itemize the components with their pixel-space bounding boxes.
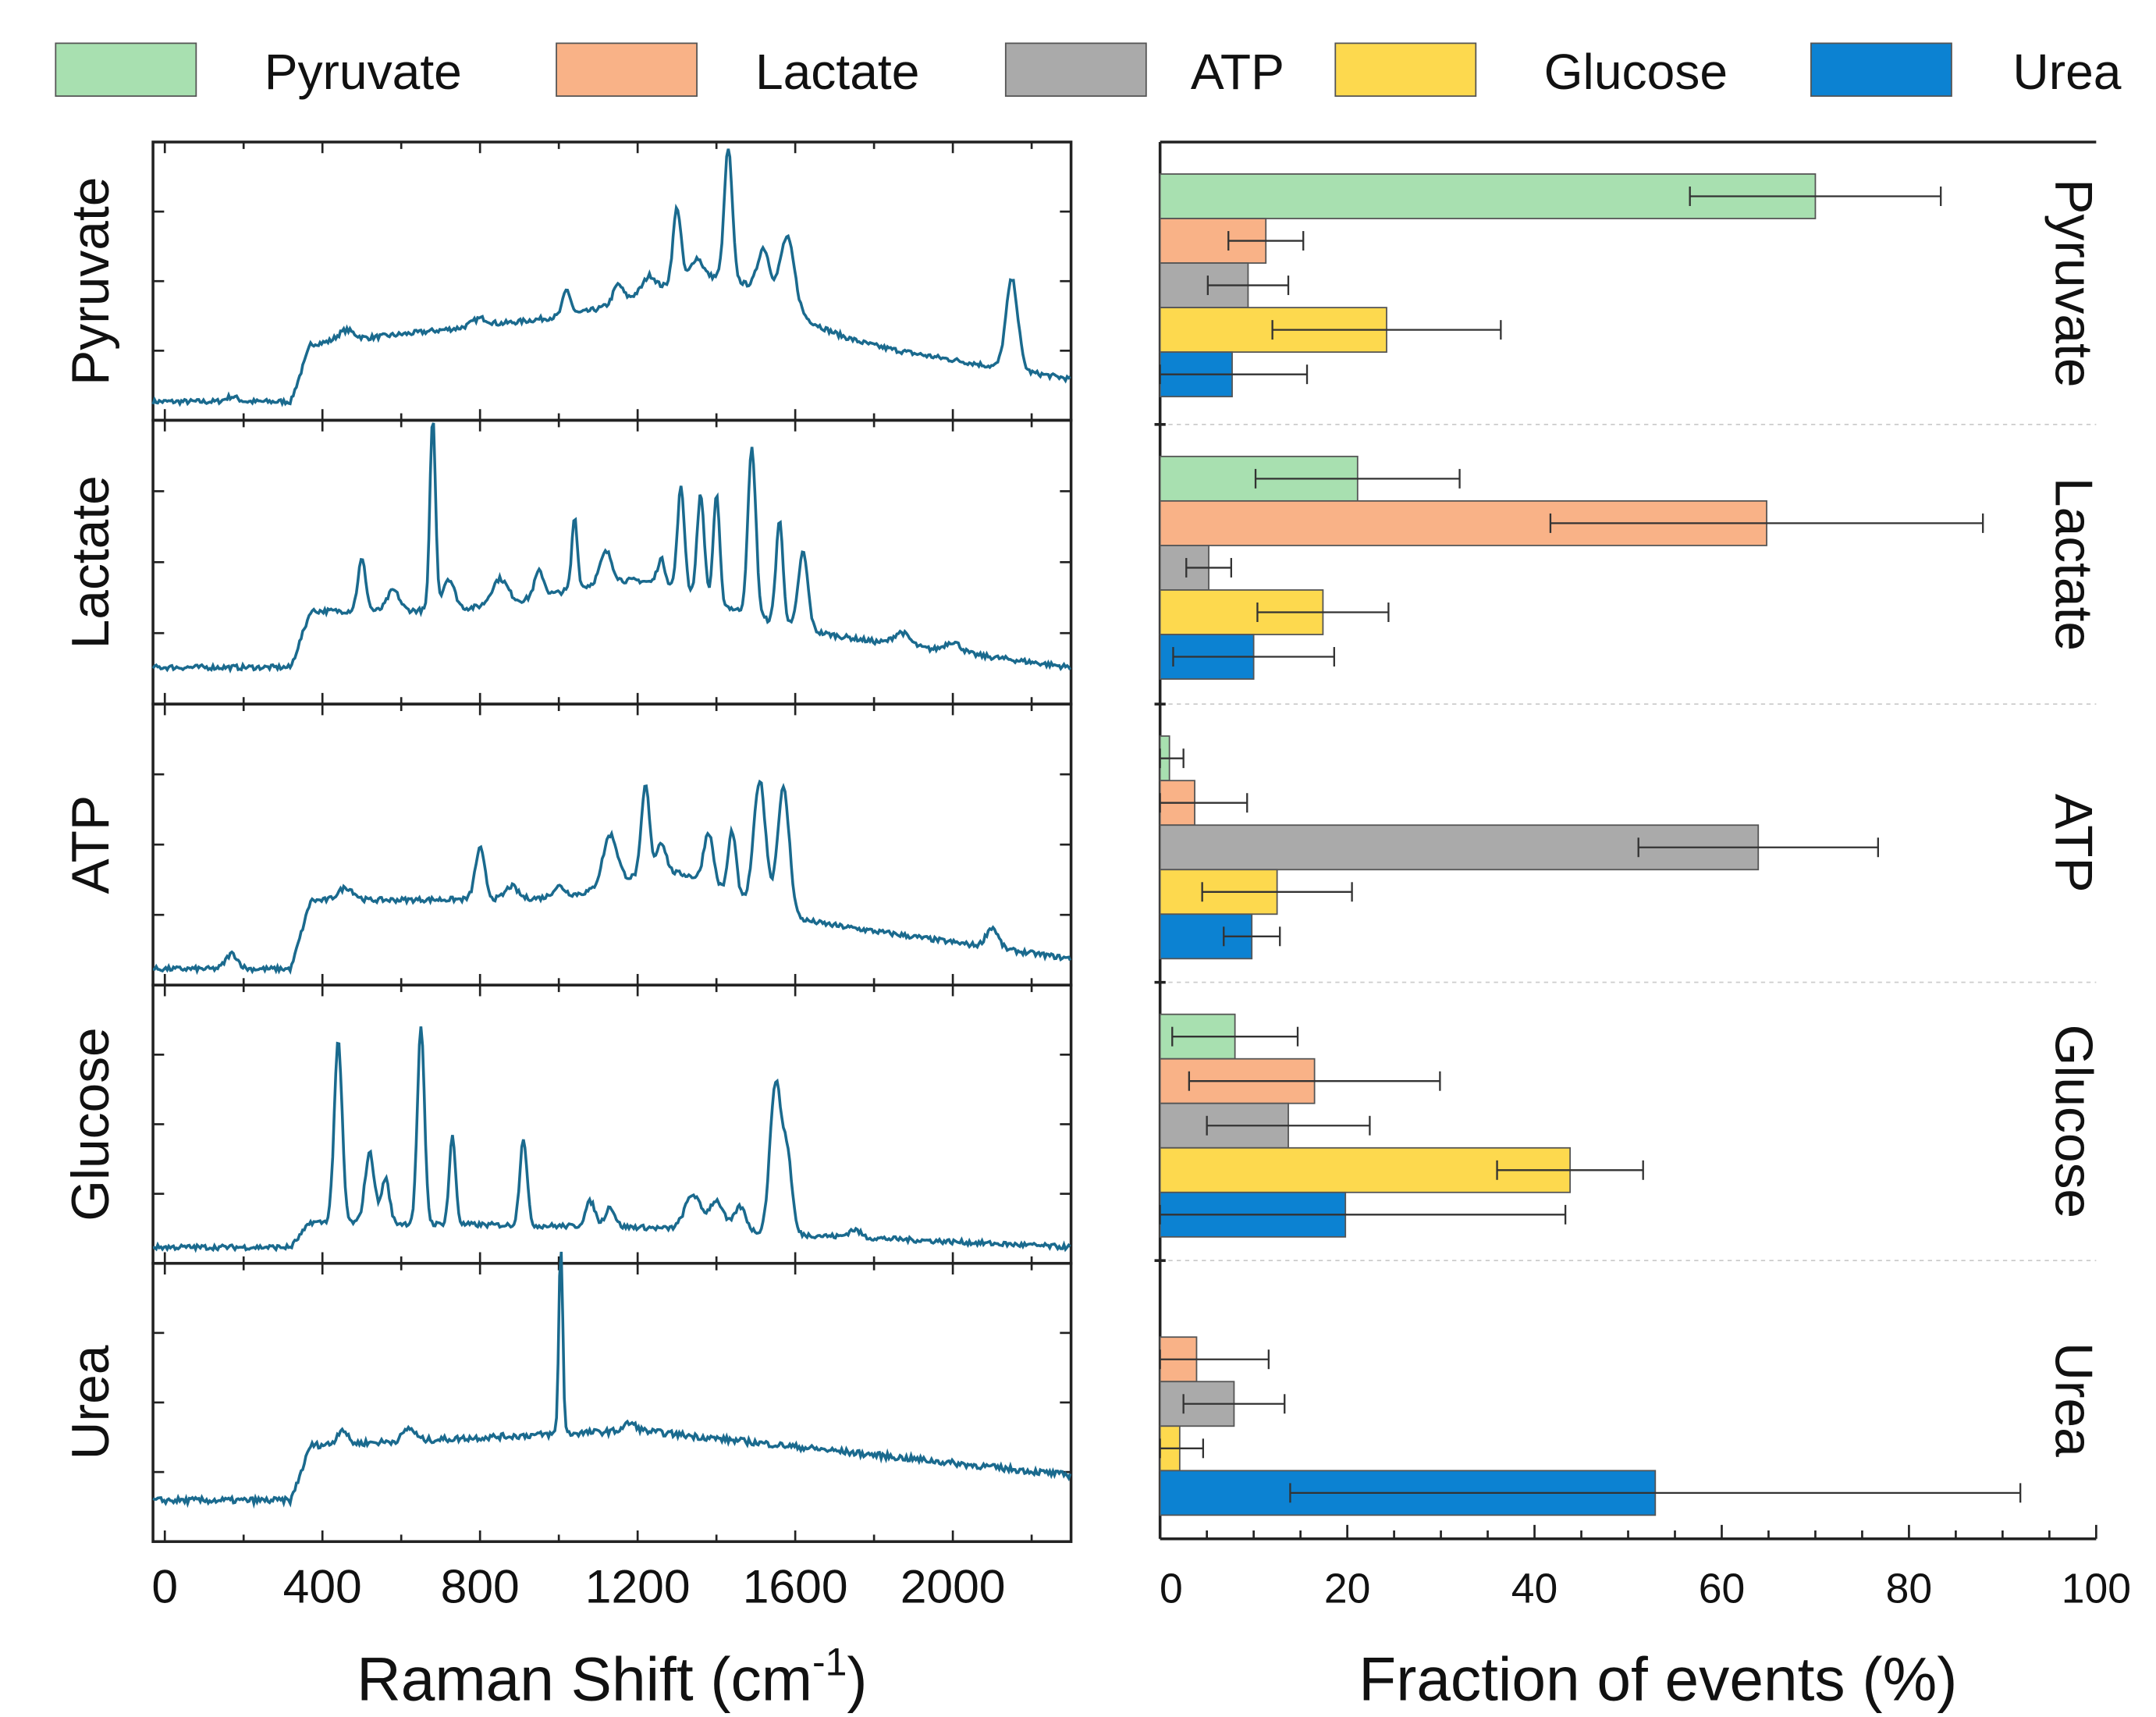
spectrum-line-pyruvate [151,148,1071,407]
legend-label-atp: ATP [1191,44,1284,100]
group-label-urea: Urea [2044,1342,2103,1457]
legend-label-pyruvate: Pyruvate [265,44,462,100]
bar-x-tick-label: 60 [1699,1566,1745,1612]
bar-group-urea: Urea [1159,1336,2103,1516]
spectrum-label-lactate: Lactate [62,475,120,649]
group-label-pyruvate: Pyruvate [2044,179,2103,387]
bar-group-pyruvate: Pyruvate [1159,173,2103,398]
spectrum-panel-atp: ATP [62,702,1073,986]
spectra-panels: Pyruvate Lactate ATP Glucose Urea 0 400 800 1200… [62,140,1073,1613]
spectrum-label-atp: ATP [62,795,120,894]
legend-swatch-atp [1004,42,1147,98]
bar-x-tick-label: 40 [1511,1566,1558,1612]
spectra-x-axis-title: Raman Shift (cm-1) [357,1640,867,1713]
spectrum-line-glucose [153,1026,1071,1253]
spectra-x-tick-label: 1200 [585,1560,691,1613]
spectrum-panel-glucose: Glucose [62,983,1073,1265]
spectra-x-tick-label: 400 [283,1560,362,1613]
panel-frame [151,983,1073,1265]
legend-label-glucose: Glucose [1544,44,1728,100]
legend-swatch-pyruvate [55,42,197,98]
spectrum-panel-pyruvate: Pyruvate [62,140,1073,422]
legend-label-lactate: Lactate [755,44,919,100]
group-label-glucose: Glucose [2044,1025,2103,1218]
group-label-lactate: Lactate [2044,478,2103,651]
spectrum-line-atp [152,779,1072,976]
spectra-x-tick-label: 2000 [900,1560,1006,1613]
spectrum-line-lactate [151,422,1072,674]
bar-x-tick-label: 0 [1160,1566,1183,1612]
spectrum-panel-lactate: Lactate [62,418,1073,706]
bar-x-tick-label: 100 [2062,1566,2131,1612]
bar-x-tick-label: 20 [1324,1566,1370,1612]
spectrum-panel-urea: Urea [62,1251,1073,1544]
spectrum-line-urea [152,1251,1072,1509]
legend-swatch-urea [1810,42,1952,98]
spectra-x-tick-label: 0 [151,1560,178,1613]
bar-group-atp: ATP [1159,735,2103,960]
spectrum-label-glucose: Glucose [62,1027,120,1221]
legend-label-urea: Urea [2012,44,2121,100]
legend-swatch-glucose [1334,42,1477,98]
spectrum-label-urea: Urea [62,1345,120,1459]
legend-swatch-lactate [556,42,698,98]
panel-frame [151,140,1073,422]
legend: Pyruvate Lactate ATP Glucose Urea [55,42,2122,100]
bar-group-glucose: Glucose [1159,1013,2103,1238]
spectra-x-tick-label: 800 [441,1560,520,1613]
bar-group-lactate: Lactate [1159,455,2103,680]
bar-x-axis-title: Fraction of events (%) [1359,1644,1957,1713]
bar-chart: 0 20 40 60 80 100 Pyruvate Lactate ATP Glucose Ure… [1154,140,2131,1612]
bar-x-tick-label: 80 [1886,1566,1932,1612]
spectra-x-tick-label: 1600 [743,1560,848,1613]
group-label-atp: ATP [2044,794,2103,893]
spectrum-label-pyruvate: Pyruvate [62,177,120,386]
